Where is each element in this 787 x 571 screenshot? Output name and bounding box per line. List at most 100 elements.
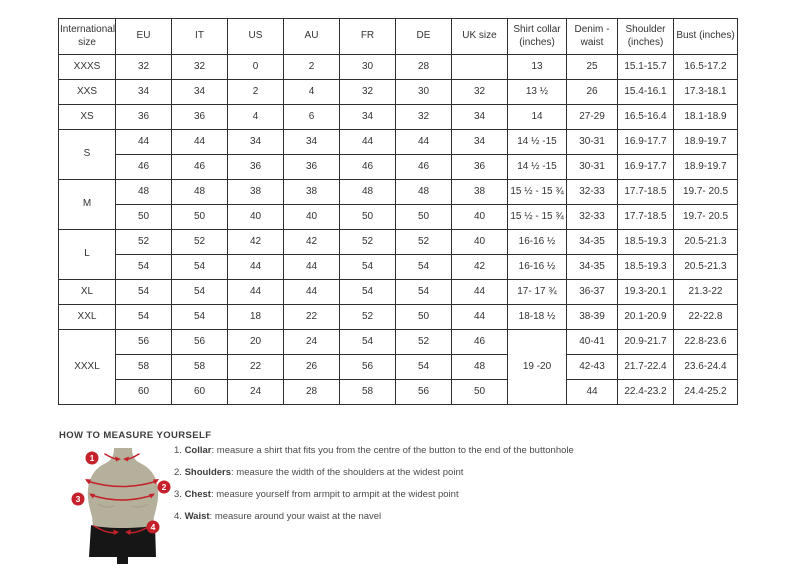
mannequin-figure: 1 2 3 4: [58, 446, 188, 566]
cell-us: 18: [227, 304, 284, 330]
cell-bust: 19.7- 20.5: [673, 179, 738, 205]
section-title: HOW TO MEASURE YOURSELF: [59, 430, 212, 441]
cell-international-size: XS: [58, 104, 116, 130]
header-row: International size EU IT US AU FR DE UK size Shi…: [58, 18, 738, 55]
cell-bust: 17.3-18.1: [673, 79, 738, 105]
cell-eu: 54: [115, 304, 172, 330]
cell-uk-size: 38: [451, 179, 508, 205]
instruction-text: : measure around your waist at the navel: [209, 511, 382, 522]
table-row: XXL 54 54 18 22 52 50 44 18-18 ½ 38-39 20.1-20.9 22…: [58, 304, 738, 330]
measure-instruction: 2. Shoulders: measure the width of the s…: [174, 468, 754, 478]
cell-bust: 19.7- 20.5: [673, 204, 738, 230]
mannequin-torso: [87, 448, 159, 542]
cell-shirt-collar: 15 ½ - 15 ¾: [507, 179, 567, 205]
table-row: XXS 34 34 2 4 32 30 32 13 ½ 26 15.4-16.1 17.3-18.1: [58, 79, 738, 105]
cell-bust: 23.6-24.4: [673, 354, 738, 380]
cell-denim-waist: 32-33: [566, 204, 618, 230]
cell-shoulder: 17.7-18.5: [617, 204, 674, 230]
cell-bust: 22-22.8: [673, 304, 738, 330]
shoulder-arc: [86, 480, 158, 488]
cell-eu: 32: [115, 54, 172, 80]
cell-denim-waist: 32-33: [566, 179, 618, 205]
cell-eu: 50: [115, 204, 172, 230]
cell-eu: 34: [115, 79, 172, 105]
cell-international-size: XXS: [58, 79, 116, 105]
instruction-term: Chest: [184, 489, 211, 500]
instruction-term: Shoulders: [184, 467, 232, 478]
cell-de: 56: [395, 379, 452, 405]
cell-shoulder: 20.1-20.9: [617, 304, 674, 330]
cell-international-size: XXXL: [58, 329, 116, 405]
cell-fr: 48: [339, 179, 396, 205]
cell-de: 44: [395, 129, 452, 155]
cell-shoulder: 15.4-16.1: [617, 79, 674, 105]
cell-uk-size: 44: [451, 279, 508, 305]
measure-badges: 1 2 3 4: [71, 451, 171, 534]
cell-shirt-collar: 18-18 ½: [507, 304, 567, 330]
cell-bust: 24.4-25.2: [673, 379, 738, 405]
cell-uk-size: 36: [451, 154, 508, 180]
cell-shirt-collar: 13 ½: [507, 79, 567, 105]
measure-instruction: 3. Chest: measure yourself from armpit t…: [174, 490, 754, 500]
table-row: XS 36 36 4 6 34 32 34 14 27-29 16.5-16.4 18.1-18.9: [58, 104, 738, 130]
cell-au: 42: [283, 229, 340, 255]
table-row: 54 54 44 44 54 54 42 16-16 ½ 34-35 18.5-19.3 20.5-…: [59, 254, 738, 280]
cell-fr: 52: [339, 229, 396, 255]
instruction-term: Waist: [184, 511, 210, 522]
cell-uk-size: 40: [451, 204, 508, 230]
cell-uk-size: 46: [451, 329, 508, 355]
cell-fr: 54: [339, 279, 396, 305]
cell-it: 60: [171, 379, 228, 405]
cell-au: 6: [283, 104, 340, 130]
badge-4-circle: [146, 520, 160, 534]
cell-us: 34: [227, 129, 284, 155]
cell-it: 58: [171, 354, 228, 380]
cell-bust: 22.8-23.6: [673, 329, 738, 355]
badge-1-number: 1: [90, 453, 95, 463]
table-row: 50 50 40 40 50 50 40 15 ½ - 15 ¾ 32-33 17.7-18.5 1…: [59, 204, 738, 230]
table-body: XXXS 32 32 0 2 30 28 13 25 15.1-15.7 16.5-17.2 XXS 3…: [58, 54, 738, 405]
badge-4-number: 4: [151, 522, 156, 532]
cell-shirt-collar: 16-16 ½: [507, 229, 567, 255]
cell-fr: 58: [339, 379, 396, 405]
cell-au: 4: [283, 79, 340, 105]
table-row: 46 46 36 36 46 46 36 14 ½ -15 30-31 16.9-17.7 18.9…: [59, 154, 738, 180]
cell-eu: 52: [115, 229, 172, 255]
cell-shirt-collar: 16-16 ½: [507, 254, 567, 280]
cell-it: 36: [171, 104, 228, 130]
cell-au: 44: [283, 254, 340, 280]
cell-au: 24: [283, 329, 340, 355]
cell-international-size: XL: [58, 279, 116, 305]
cell-denim-waist: 44: [566, 379, 618, 405]
cell-shoulder: 21.7-22.4: [617, 354, 674, 380]
cell-shoulder: 20.9-21.7: [617, 329, 674, 355]
cell-eu: 36: [115, 104, 172, 130]
measure-instruction: 1. Collar: measure a shirt that fits you…: [174, 446, 754, 456]
cell-us: 38: [227, 179, 284, 205]
column-header: FR: [339, 18, 396, 55]
cell-denim-waist: 36-37: [566, 279, 618, 305]
cell-fr: 44: [339, 129, 396, 155]
cell-denim-waist: 27-29: [566, 104, 618, 130]
cell-bust: 20.5-21.3: [673, 229, 738, 255]
cell-denim-waist: 25: [566, 54, 618, 80]
cell-it: 44: [171, 129, 228, 155]
cell-au: 34: [283, 129, 340, 155]
column-header: UK size: [451, 18, 508, 55]
cell-fr: 30: [339, 54, 396, 80]
cell-international-size: M: [58, 179, 116, 230]
cell-au: 38: [283, 179, 340, 205]
cell-uk-size: 34: [451, 129, 508, 155]
cell-au: 40: [283, 204, 340, 230]
cell-us: 44: [227, 279, 284, 305]
column-header: US: [227, 18, 284, 55]
cell-it: 54: [171, 304, 228, 330]
cell-fr: 56: [339, 354, 396, 380]
instruction-term: Collar: [184, 445, 212, 456]
cell-bust: 20.5-21.3: [673, 254, 738, 280]
cell-it: 32: [171, 54, 228, 80]
cell-fr: 32: [339, 79, 396, 105]
cell-uk-size: 44: [451, 304, 508, 330]
cell-fr: 50: [339, 204, 396, 230]
cell-us: 42: [227, 229, 284, 255]
